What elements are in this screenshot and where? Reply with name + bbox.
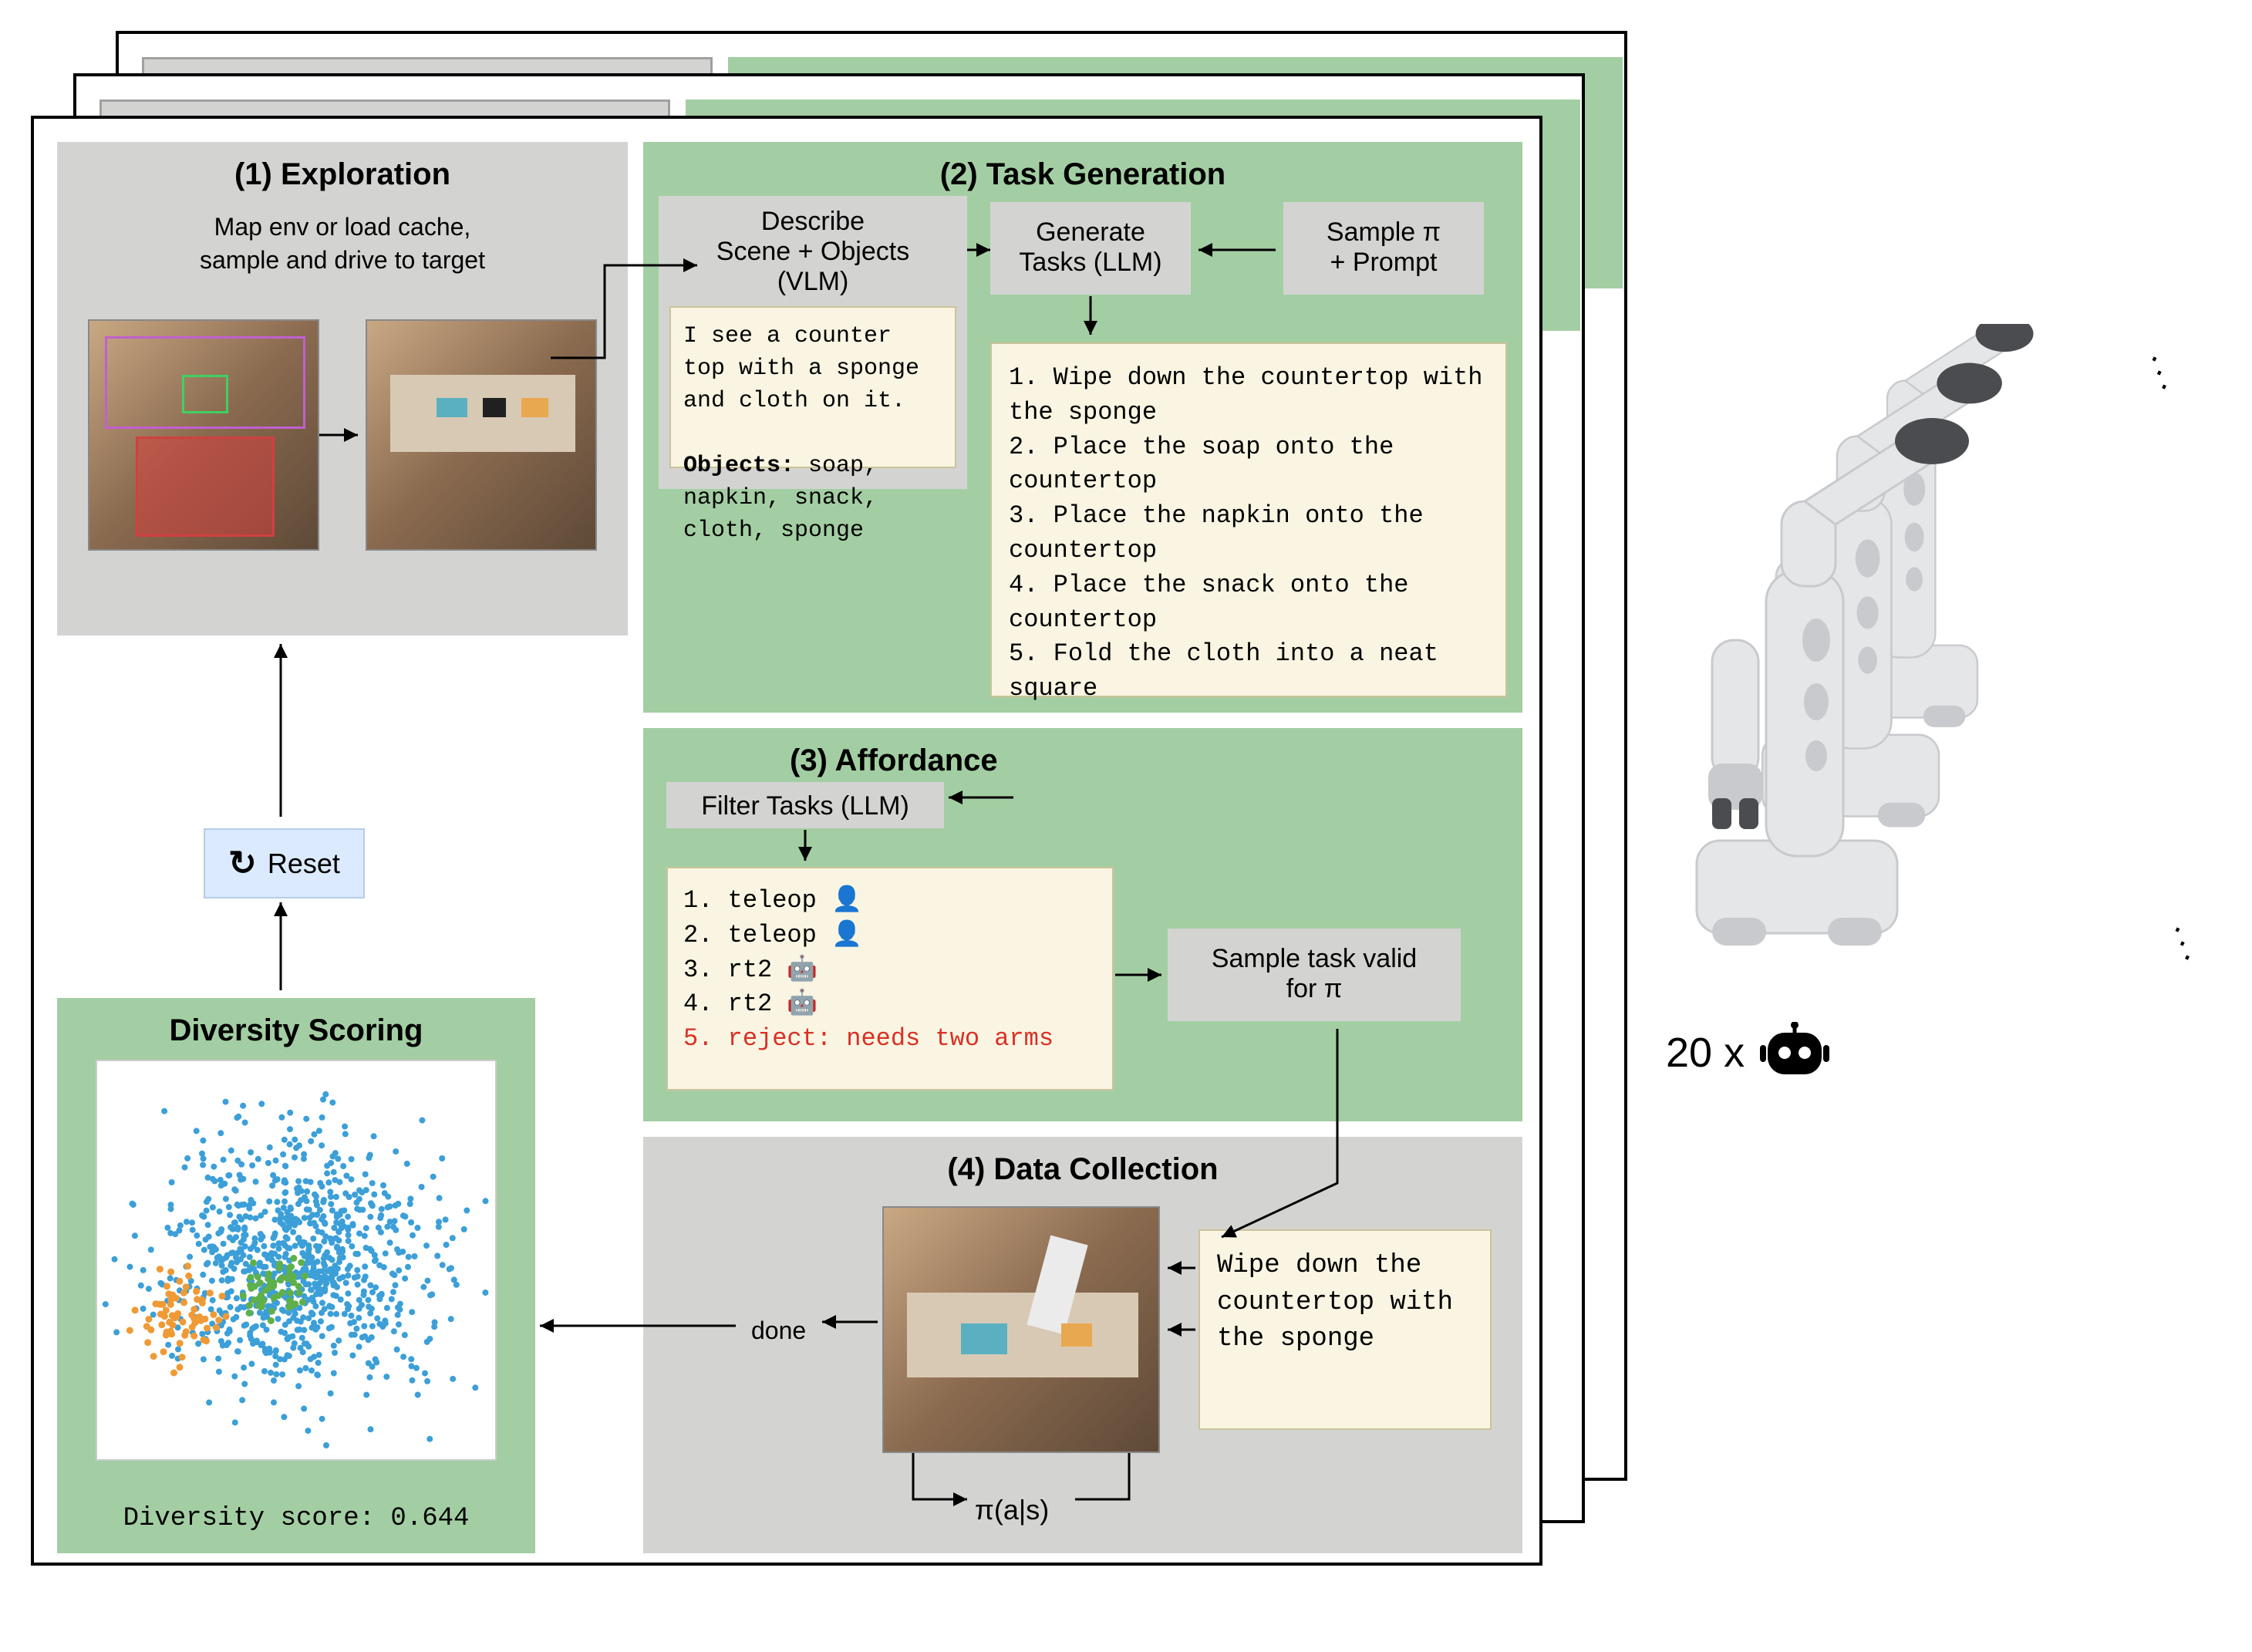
exploration-title: (1) Exploration: [72, 157, 612, 192]
filter-row-2: 2. teleop 👤: [683, 919, 1097, 953]
arrow-task-to-img-1: [1165, 1260, 1203, 1276]
arrow-img1-img2: [319, 427, 366, 443]
arrow-task-to-img-2: [1165, 1322, 1203, 1337]
filter-row-4: 4. rt2 🤖: [683, 987, 1097, 1022]
person-icon: 👤: [831, 886, 862, 915]
robot-svg: [1666, 324, 2129, 987]
pipeline-diagram: (1) Exploration Map env or load cache, s…: [31, 31, 1635, 1542]
diversity-panel: Diversity Scoring Diversity score: 0.644: [57, 998, 535, 1553]
scatter-plot: [97, 1061, 497, 1461]
diversity-title: Diversity Scoring: [72, 1013, 520, 1048]
filter-row-1: 1. teleop 👤: [683, 884, 1097, 919]
reset-label: Reset: [268, 848, 340, 880]
arrow-reset-exploration: [273, 639, 288, 824]
exploration-caption: Map env or load cache, sample and drive …: [72, 211, 612, 277]
task-5: 5. Fold the cloth into a neat square: [1009, 637, 1488, 706]
data-collection-task: Wipe down the countertop with the sponge: [1198, 1229, 1492, 1430]
describe-output: I see a counter top with a sponge and cl…: [669, 306, 956, 468]
arrow-generate-tasks: [1083, 296, 1098, 342]
robot-head-icon: [1760, 1022, 1829, 1084]
policy-loop: [882, 1453, 1168, 1522]
datacollection-title: (4) Data Collection: [659, 1152, 1507, 1187]
arrow-sample-generate: [1191, 242, 1283, 258]
robot-icon: 🤖: [787, 956, 818, 984]
arrow-tasks-filter: [944, 790, 1021, 805]
task-3: 3. Place the napkin onto the countertop: [1009, 499, 1488, 568]
data-collection-image: [882, 1206, 1160, 1453]
ellipsis-bot: ⋱: [2161, 921, 2204, 966]
arrow-describe-generate: [967, 242, 998, 258]
data-collection-panel: (4) Data Collection Wipe down the counte…: [643, 1137, 1522, 1553]
robot-count: 20 x: [1666, 1022, 2190, 1084]
stack-card-front: (1) Exploration Map env or load cache, s…: [31, 116, 1542, 1566]
task-2: 2. Place the soap onto the countertop: [1009, 430, 1488, 500]
objects-label: Objects:: [683, 453, 794, 479]
person-icon: 👤: [831, 921, 862, 949]
arrow-filter-down: [797, 830, 813, 868]
taskgen-title: (2) Task Generation: [659, 157, 1507, 192]
robot-illustration: ⋱ ⋱ 20 x: [1666, 324, 2190, 1249]
task-1: 1. Wipe down the countertop with the spo…: [1009, 361, 1488, 430]
arrow-done: [819, 1314, 881, 1330]
generate-tasks-box: Generate Tasks (LLM): [990, 202, 1191, 295]
describe-outer: Describe Scene + Objects (VLM) I see a c…: [659, 196, 967, 489]
tasks-list: 1. Wipe down the countertop with the spo…: [990, 342, 1507, 697]
done-label: done: [751, 1314, 806, 1347]
exploration-panel: (1) Exploration Map env or load cache, s…: [57, 142, 628, 636]
arrow-done-diversity: [535, 1318, 743, 1333]
affordance-panel: (3) Affordance Filter Tasks (LLM) 1. tel…: [643, 728, 1522, 1121]
exploration-image-1: [88, 319, 319, 551]
sample-pi-box: Sample π + Prompt: [1283, 202, 1484, 295]
reset-icon: ↻: [228, 844, 257, 883]
arrow-explore-taskgen: [551, 258, 705, 427]
filter-row-3: 3. rt2 🤖: [683, 953, 1097, 988]
task-4: 4. Place the snack onto the countertop: [1009, 568, 1488, 638]
arrow-diversity-reset: [273, 898, 288, 998]
filter-reject: 5. reject: needs two arms: [683, 1022, 1097, 1057]
robot-icon: 🤖: [787, 990, 818, 1018]
filter-results: 1. teleop 👤 2. teleop 👤 3. rt2 🤖 4. rt2 …: [666, 867, 1114, 1091]
filter-tasks-box: Filter Tasks (LLM): [666, 782, 944, 828]
reset-box: ↻ Reset: [204, 828, 365, 898]
arrow-samplevalid-datacol: [1330, 1029, 1376, 1245]
describe-output-text: I see a counter top with a sponge and cl…: [683, 323, 919, 414]
diversity-score: Diversity score: 0.644: [57, 1501, 535, 1538]
affordance-title: (3) Affordance: [659, 743, 1507, 778]
sample-valid-box: Sample task valid for π: [1168, 929, 1461, 1021]
arrow-results-samplevalid: [1115, 967, 1169, 983]
diversity-scatter: [96, 1060, 497, 1461]
ellipsis-top: ⋱: [2138, 350, 2181, 396]
robot-count-label: 20 x: [1666, 1029, 1745, 1077]
task-generation-panel: (2) Task Generation Describe Scene + Obj…: [643, 142, 1522, 713]
describe-title: Describe Scene + Objects (VLM): [669, 207, 956, 297]
